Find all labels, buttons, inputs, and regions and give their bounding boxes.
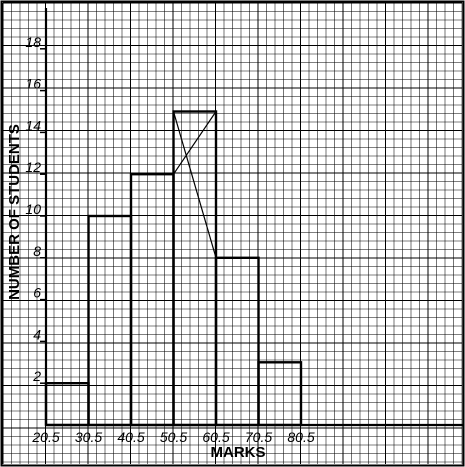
- x-tick-label: 50.5: [160, 429, 187, 445]
- x-tick-label: 70.5: [245, 429, 272, 445]
- y-tick-labels: 2 4 6 8 10 12 14 16 18: [25, 34, 46, 384]
- y-tick-label: 8: [33, 243, 41, 259]
- y-tick-label: 2: [32, 368, 41, 384]
- y-tick-label: 18: [25, 34, 41, 50]
- y-axis-title: NUMBER OF STUDENTS: [6, 124, 23, 300]
- x-tick-label: 60.5: [202, 429, 229, 445]
- y-tick-label: 4: [33, 326, 41, 342]
- x-tick-label: 20.5: [31, 429, 59, 445]
- x-axis-title: MARKS: [211, 444, 266, 461]
- y-tick-label: 14: [25, 117, 41, 133]
- x-tick-label: 40.5: [117, 429, 144, 445]
- mode-construction-lines: [172, 111, 217, 258]
- mode-line-right: [172, 111, 217, 258]
- y-tick-label: 10: [25, 201, 41, 217]
- x-tick-label: 30.5: [75, 429, 102, 445]
- y-tick-label: 6: [33, 285, 41, 301]
- histogram-bar: [257, 361, 303, 427]
- bars: [44, 110, 303, 427]
- x-tick-label: 80.5: [287, 429, 314, 445]
- y-tick-label: 16: [25, 76, 41, 92]
- y-tick-label: 12: [25, 159, 41, 175]
- mode-line-left: [173, 111, 217, 175]
- x-tick-labels: 20.5 30.5 40.5 50.5 60.5 70.5 80.5: [31, 429, 314, 445]
- histogram-bar: [214, 256, 260, 427]
